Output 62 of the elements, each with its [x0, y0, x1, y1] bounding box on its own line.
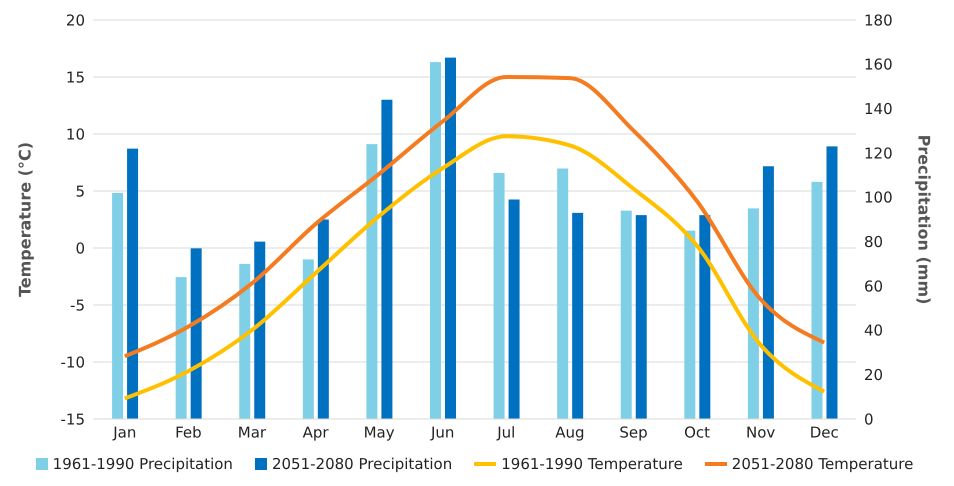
bar — [239, 264, 250, 419]
y-tick-label: 20 — [66, 11, 85, 30]
bar — [190, 248, 202, 419]
bar — [572, 212, 584, 419]
y2-tick-label: 60 — [864, 277, 884, 296]
y-tick-label: 5 — [75, 182, 85, 200]
bar — [508, 200, 520, 419]
bar — [430, 62, 441, 419]
y-tick-label: 15 — [66, 68, 85, 86]
y-tick-label: -10 — [60, 353, 85, 372]
y-tick-label: -5 — [70, 296, 85, 314]
bar — [762, 166, 774, 419]
x-tick-label: Aug — [555, 424, 585, 442]
bar — [748, 208, 759, 419]
bar — [112, 192, 124, 419]
y-tick-label: -15 — [60, 410, 85, 428]
x-tick-label: Oct — [684, 424, 710, 442]
y2-tick-label: 100 — [864, 188, 893, 207]
bar — [381, 100, 392, 419]
line-series — [122, 75, 826, 358]
y2-tick-label: 0 — [864, 410, 874, 428]
x-tick-label: May — [364, 424, 395, 442]
x-tick-label: Nov — [746, 424, 776, 442]
y-tick-label: 10 — [66, 125, 85, 144]
line-series — [122, 134, 826, 400]
x-tick-label: Jun — [430, 424, 454, 442]
y2-tick-label: 160 — [864, 56, 893, 74]
x-tick-label: Jul — [496, 424, 516, 442]
bar — [254, 242, 266, 419]
bar — [636, 215, 647, 419]
legend-label: 1961-1990 Temperature — [501, 455, 683, 473]
y2-tick-label: 20 — [864, 366, 884, 384]
y2-tick-label: 180 — [864, 11, 893, 30]
y-axis-title: Temperature (°C) — [16, 142, 35, 298]
x-tick-label: Feb — [175, 424, 202, 442]
y2-tick-label: 80 — [864, 232, 884, 251]
legend-label: 2051-2080 Precipitation — [272, 455, 452, 473]
x-tick-label: Dec — [810, 424, 839, 442]
x-tick-label: Jan — [112, 424, 136, 442]
y2-tick-label: 40 — [864, 322, 884, 340]
bar — [127, 148, 138, 419]
bar — [620, 210, 632, 419]
bar — [699, 215, 710, 419]
bar — [557, 168, 568, 419]
bar — [302, 259, 314, 419]
x-tick-label: Sep — [619, 424, 648, 442]
x-tick-label: Apr — [302, 424, 330, 442]
y2-tick-label: 140 — [864, 100, 893, 118]
y2-axis-title: Precipitation (mm) — [914, 134, 934, 304]
bar — [826, 146, 838, 419]
bar — [176, 277, 187, 419]
legend-label: 1961-1990 Precipitation — [52, 455, 233, 473]
x-tick-label: Mar — [238, 424, 267, 442]
y-tick-label: 0 — [75, 239, 85, 258]
y2-tick-label: 120 — [864, 144, 893, 162]
bar — [318, 220, 329, 419]
bar — [366, 144, 378, 419]
bar — [444, 58, 456, 419]
bar — [684, 230, 696, 419]
bar — [811, 182, 822, 419]
bar — [494, 172, 505, 419]
legend-label: 2051-2080 Temperature — [732, 455, 914, 473]
